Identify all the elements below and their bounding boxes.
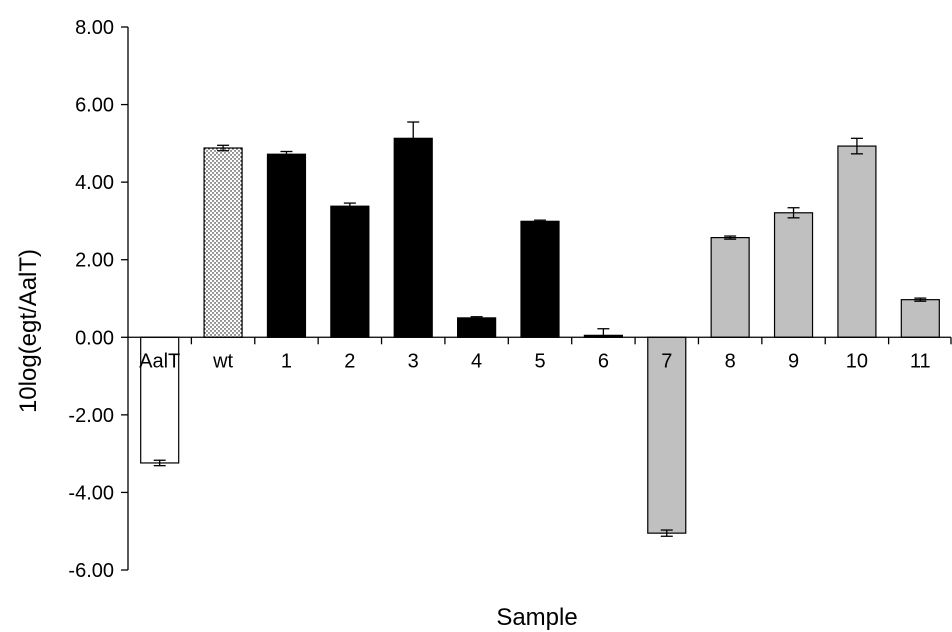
y-tick-label: 6.00: [75, 95, 114, 117]
x-tick-label-4: 4: [471, 350, 482, 372]
y-tick-label: -2.00: [68, 405, 114, 427]
x-tick-label-wt: wt: [212, 350, 233, 372]
bar-11: [901, 300, 939, 338]
y-tick-label: 4.00: [75, 172, 114, 194]
x-tick-label-8: 8: [725, 350, 736, 372]
y-tick-label: 8.00: [75, 17, 114, 39]
x-tick-label-AalT: AalT: [139, 350, 180, 372]
bar-9: [775, 213, 813, 338]
y-tick-label: 0.00: [75, 327, 114, 349]
axes-layer: -6.00 -4.00 -2.00 0.00 2.00 4.00 6.00 8.00 AalT w…: [68, 17, 951, 582]
x-tick-label-11: 11: [910, 350, 931, 372]
x-tick-label-3: 3: [408, 350, 419, 372]
bar-2: [331, 206, 369, 337]
bar-wt: [204, 148, 242, 337]
x-tick-label-10: 10: [846, 350, 868, 372]
x-tick-label-9: 9: [788, 350, 799, 372]
x-tick-label-2: 2: [344, 350, 355, 372]
y-tick-label: -6.00: [68, 560, 114, 582]
y-axis-title: 10log(egt/AalT): [15, 249, 42, 413]
x-tick-label-5: 5: [534, 350, 545, 372]
bars-layer: [141, 122, 940, 536]
bar-4: [458, 318, 496, 337]
x-tick-label-6: 6: [598, 350, 609, 372]
bar-5: [521, 221, 559, 337]
bar-3: [394, 138, 432, 337]
bar-8: [711, 238, 749, 338]
bar-10: [838, 146, 876, 337]
x-tick-label-7: 7: [661, 350, 672, 372]
x-axis-title: Sample: [496, 604, 577, 631]
bar-1: [267, 154, 305, 337]
x-tick-label-1: 1: [281, 350, 292, 372]
y-tick-label: -4.00: [68, 482, 114, 504]
y-tick-label: 2.00: [75, 250, 114, 272]
